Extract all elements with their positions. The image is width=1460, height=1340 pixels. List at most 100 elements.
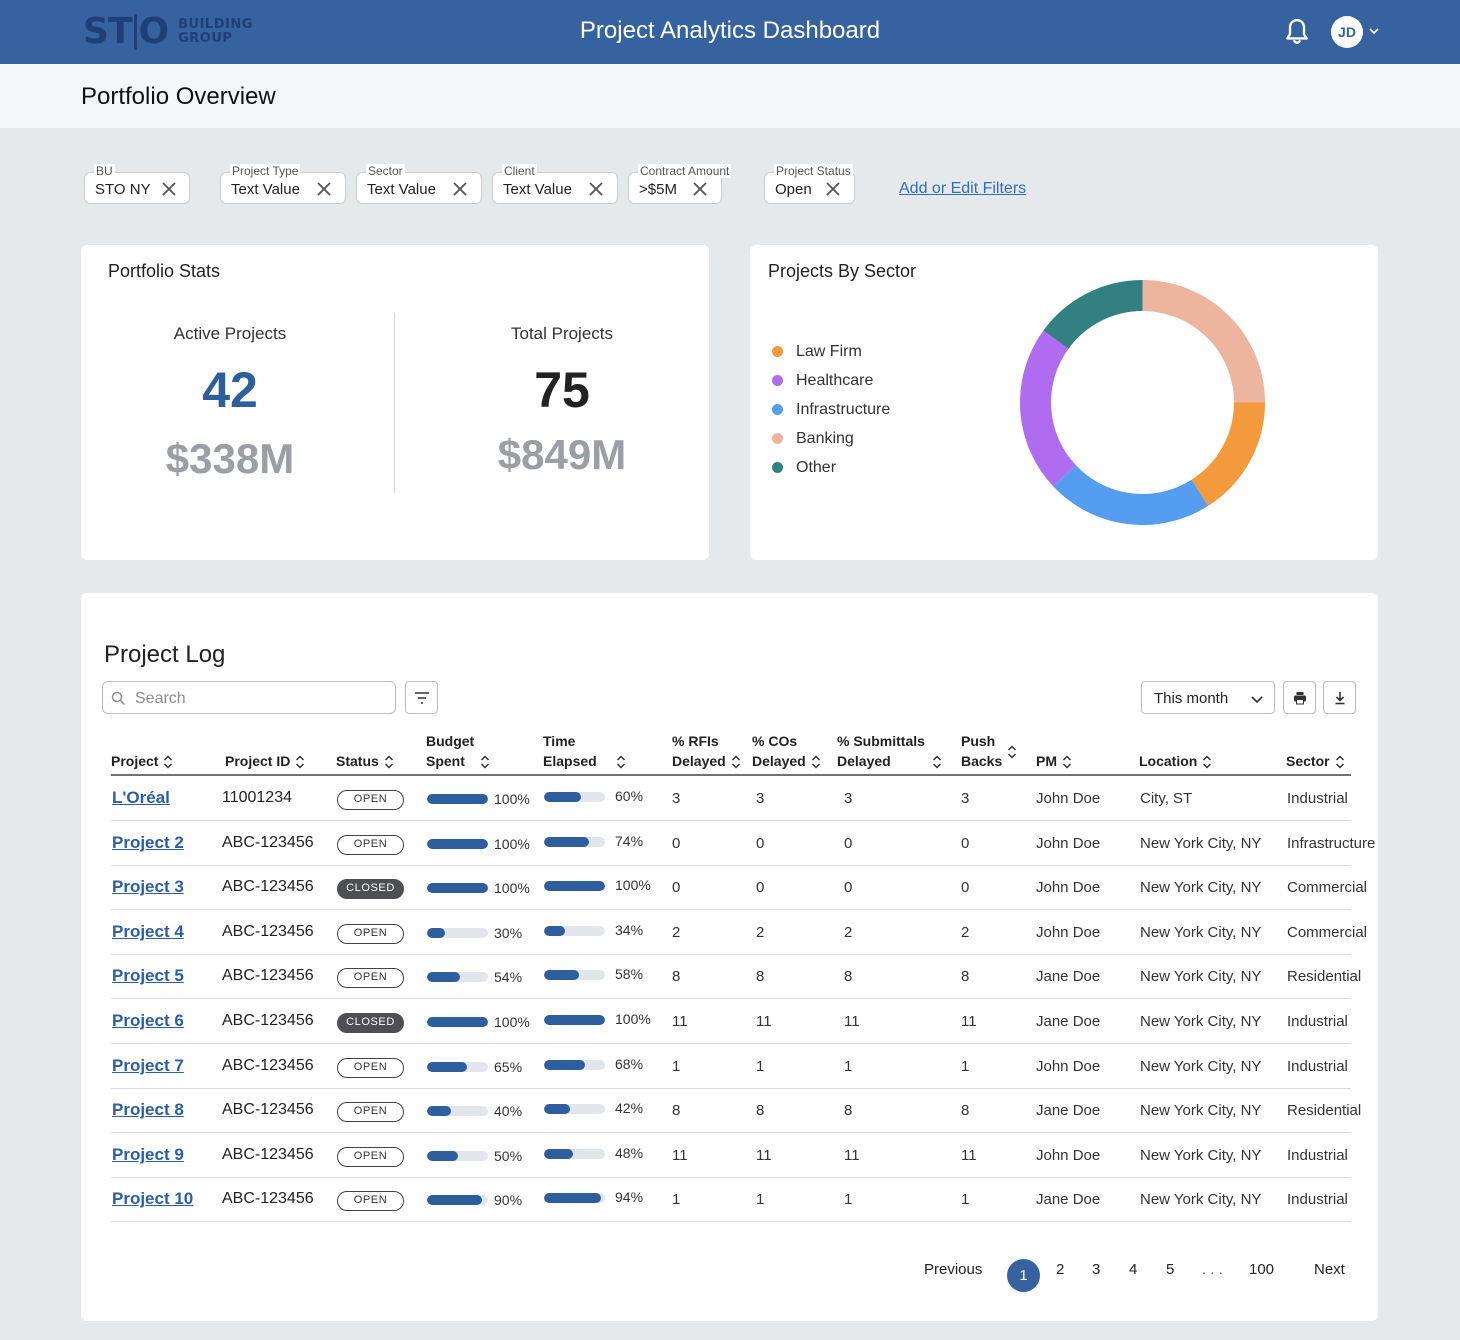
sort-icon[interactable] bbox=[810, 754, 822, 770]
location: New York City, NY bbox=[1140, 1057, 1262, 1075]
project-link[interactable]: Project 4 bbox=[112, 921, 184, 941]
table-row[interactable]: L'Oréal 11001234 OPEN 100% 60% 3 3 3 3 John Doe Ci… bbox=[111, 776, 1351, 821]
cos-delayed: 3 bbox=[756, 790, 765, 807]
project-link[interactable]: Project 10 bbox=[112, 1189, 194, 1209]
search-input[interactable]: Search bbox=[102, 681, 396, 714]
rfis-delayed: 11 bbox=[672, 1146, 688, 1164]
push-backs: 8 bbox=[961, 968, 970, 986]
location: New York City, NY bbox=[1140, 1191, 1262, 1209]
sort-icon[interactable] bbox=[294, 754, 306, 770]
project-link[interactable]: Project 3 bbox=[112, 877, 184, 897]
filter-chip-project-status[interactable]: Project Status Open bbox=[764, 164, 855, 204]
period-select[interactable]: This month bbox=[1141, 681, 1275, 714]
time-percent: 68% bbox=[615, 1055, 644, 1072]
budget-progress-fill bbox=[427, 1061, 467, 1072]
page-button-1[interactable]: 1 bbox=[1007, 1259, 1040, 1292]
download-button[interactable] bbox=[1323, 681, 1356, 714]
sector: Commercial bbox=[1287, 879, 1368, 897]
column-header-project-id[interactable]: Project ID bbox=[225, 751, 306, 771]
bell-icon[interactable] bbox=[1284, 18, 1310, 46]
close-icon[interactable] bbox=[316, 181, 332, 197]
sort-icon[interactable] bbox=[730, 754, 742, 770]
page-button-3[interactable]: 3 bbox=[1092, 1261, 1101, 1278]
add-edit-filters-link[interactable]: Add or Edit Filters bbox=[899, 180, 1027, 197]
donut-slice-banking[interactable] bbox=[1142, 280, 1265, 403]
project-link[interactable]: Project 6 bbox=[112, 1011, 184, 1030]
chevron-down-icon[interactable] bbox=[1368, 25, 1380, 37]
close-icon[interactable] bbox=[161, 181, 177, 197]
time-progress-bar bbox=[544, 792, 605, 802]
close-icon[interactable] bbox=[825, 181, 841, 197]
projects-by-sector-card: Projects By Sector Law Firm Healthcare I… bbox=[750, 245, 1378, 560]
project-link[interactable]: L'Oréal bbox=[112, 788, 170, 807]
table-row[interactable]: Project 2 ABC-123456 OPEN 100% 74% 0 0 0 0 John D… bbox=[111, 821, 1375, 866]
column-header-status[interactable]: Status bbox=[336, 751, 395, 771]
table-row[interactable]: Project 8 ABC-123456 OPEN 40% 42% 8 8 8 8 Jane Do… bbox=[111, 1088, 1361, 1134]
donut-slice-other[interactable] bbox=[1043, 280, 1144, 350]
donut-slice-healthcare[interactable] bbox=[1020, 330, 1077, 487]
time-progress-fill bbox=[544, 1104, 570, 1115]
column-header-budget-spent[interactable]: Budget Spent bbox=[426, 731, 491, 771]
time-percent: 34% bbox=[615, 921, 644, 938]
project-link[interactable]: Project 8 bbox=[112, 1100, 184, 1120]
sort-icon[interactable] bbox=[1061, 754, 1073, 770]
project-manager: John Doe bbox=[1036, 1057, 1101, 1075]
table-row[interactable]: Project 5 ABC-123456 OPEN 54% 58% 8 8 8 8 Jane Do… bbox=[111, 954, 1361, 1000]
close-icon[interactable] bbox=[692, 181, 708, 197]
column-header-project[interactable]: Project bbox=[111, 751, 174, 771]
legend-label: Law Firm bbox=[796, 342, 862, 360]
close-icon[interactable] bbox=[452, 181, 468, 197]
filter-chip-contract-amount[interactable]: Contract Amount >$5M bbox=[628, 164, 732, 204]
sort-icon[interactable] bbox=[615, 754, 627, 770]
sort-icon[interactable] bbox=[162, 754, 174, 770]
print-button[interactable] bbox=[1283, 681, 1316, 714]
budget-progress-fill bbox=[427, 1106, 452, 1117]
previous-page-button[interactable]: Previous bbox=[924, 1261, 983, 1278]
project-link[interactable]: Project 2 bbox=[112, 832, 184, 852]
page-button-4[interactable]: 4 bbox=[1129, 1261, 1138, 1278]
project-link[interactable]: Project 9 bbox=[112, 1144, 184, 1164]
page-button-100[interactable]: 100 bbox=[1249, 1261, 1275, 1278]
column-header-cos-delayed[interactable]: % COs Delayed bbox=[752, 731, 822, 771]
sort-icon[interactable] bbox=[1201, 754, 1213, 770]
sort-icon[interactable] bbox=[479, 754, 491, 770]
filter-chip-client[interactable]: Client Text Value bbox=[492, 164, 618, 204]
donut-slice-law-firm[interactable] bbox=[1191, 402, 1265, 506]
column-header-submittals-delayed[interactable]: % Submittals Delayed bbox=[837, 731, 943, 771]
column-header-rfis-delayed[interactable]: % RFIs Delayed bbox=[672, 731, 742, 771]
page-button-5[interactable]: 5 bbox=[1166, 1261, 1175, 1278]
close-icon[interactable] bbox=[588, 181, 604, 197]
table-row[interactable]: Project 6 ABC-123456 CLOSED 100% 100% 11 11 11 1… bbox=[111, 999, 1351, 1044]
column-header-pm[interactable]: PM bbox=[1036, 751, 1073, 771]
column-header-location[interactable]: Location bbox=[1139, 751, 1213, 771]
filter-button[interactable] bbox=[405, 681, 438, 714]
budget-percent: 100% bbox=[494, 880, 530, 897]
table-row[interactable]: Project 4 ABC-123456 OPEN 30% 34% 2 2 2 2 John Do… bbox=[111, 910, 1367, 955]
legend-label: Healthcare bbox=[796, 371, 874, 389]
sort-icon[interactable] bbox=[1006, 744, 1018, 760]
project-link[interactable]: Project 7 bbox=[112, 1055, 184, 1075]
project-link[interactable]: Project 5 bbox=[112, 966, 184, 986]
table-row[interactable]: Project 10 ABC-123456 OPEN 90% 94% 1 1 1 1 Jane D… bbox=[111, 1177, 1351, 1223]
filter-chip-sector[interactable]: Sector Text Value bbox=[356, 164, 482, 204]
avatar[interactable]: JD bbox=[1331, 16, 1363, 48]
project-manager: John Doe bbox=[1036, 1146, 1101, 1164]
budget-percent: 30% bbox=[494, 924, 523, 941]
time-progress-bar bbox=[544, 1104, 605, 1115]
column-header-time-elapsed[interactable]: Time Elapsed bbox=[543, 731, 627, 771]
page-header: Portfolio Overview bbox=[0, 64, 1460, 128]
next-page-button[interactable]: Next bbox=[1314, 1261, 1345, 1278]
filter-chip-project-type[interactable]: Project Type Text Value bbox=[220, 164, 346, 204]
table-row[interactable]: Project 3 ABC-123456 CLOSED 100% 100% 0 0 0 0 Joh… bbox=[111, 865, 1367, 911]
column-header-push-backs[interactable]: Push Backs bbox=[961, 731, 1018, 771]
page-button-2[interactable]: 2 bbox=[1056, 1261, 1065, 1278]
filter-chip-bu[interactable]: BU STO NY bbox=[84, 164, 190, 204]
column-header-sector[interactable]: Sector bbox=[1286, 751, 1346, 771]
sort-icon[interactable] bbox=[1334, 754, 1346, 770]
donut-slice-infrastructure[interactable] bbox=[1053, 464, 1209, 525]
table-row[interactable]: Project 9 ABC-123456 OPEN 50% 48% 11 11 11 11 Joh… bbox=[111, 1133, 1351, 1178]
table-row[interactable]: Project 7 ABC-123456 OPEN 65% 68% 1 1 1 1 John Do… bbox=[111, 1044, 1351, 1089]
sort-icon[interactable] bbox=[383, 754, 395, 770]
sort-icon[interactable] bbox=[931, 754, 943, 770]
